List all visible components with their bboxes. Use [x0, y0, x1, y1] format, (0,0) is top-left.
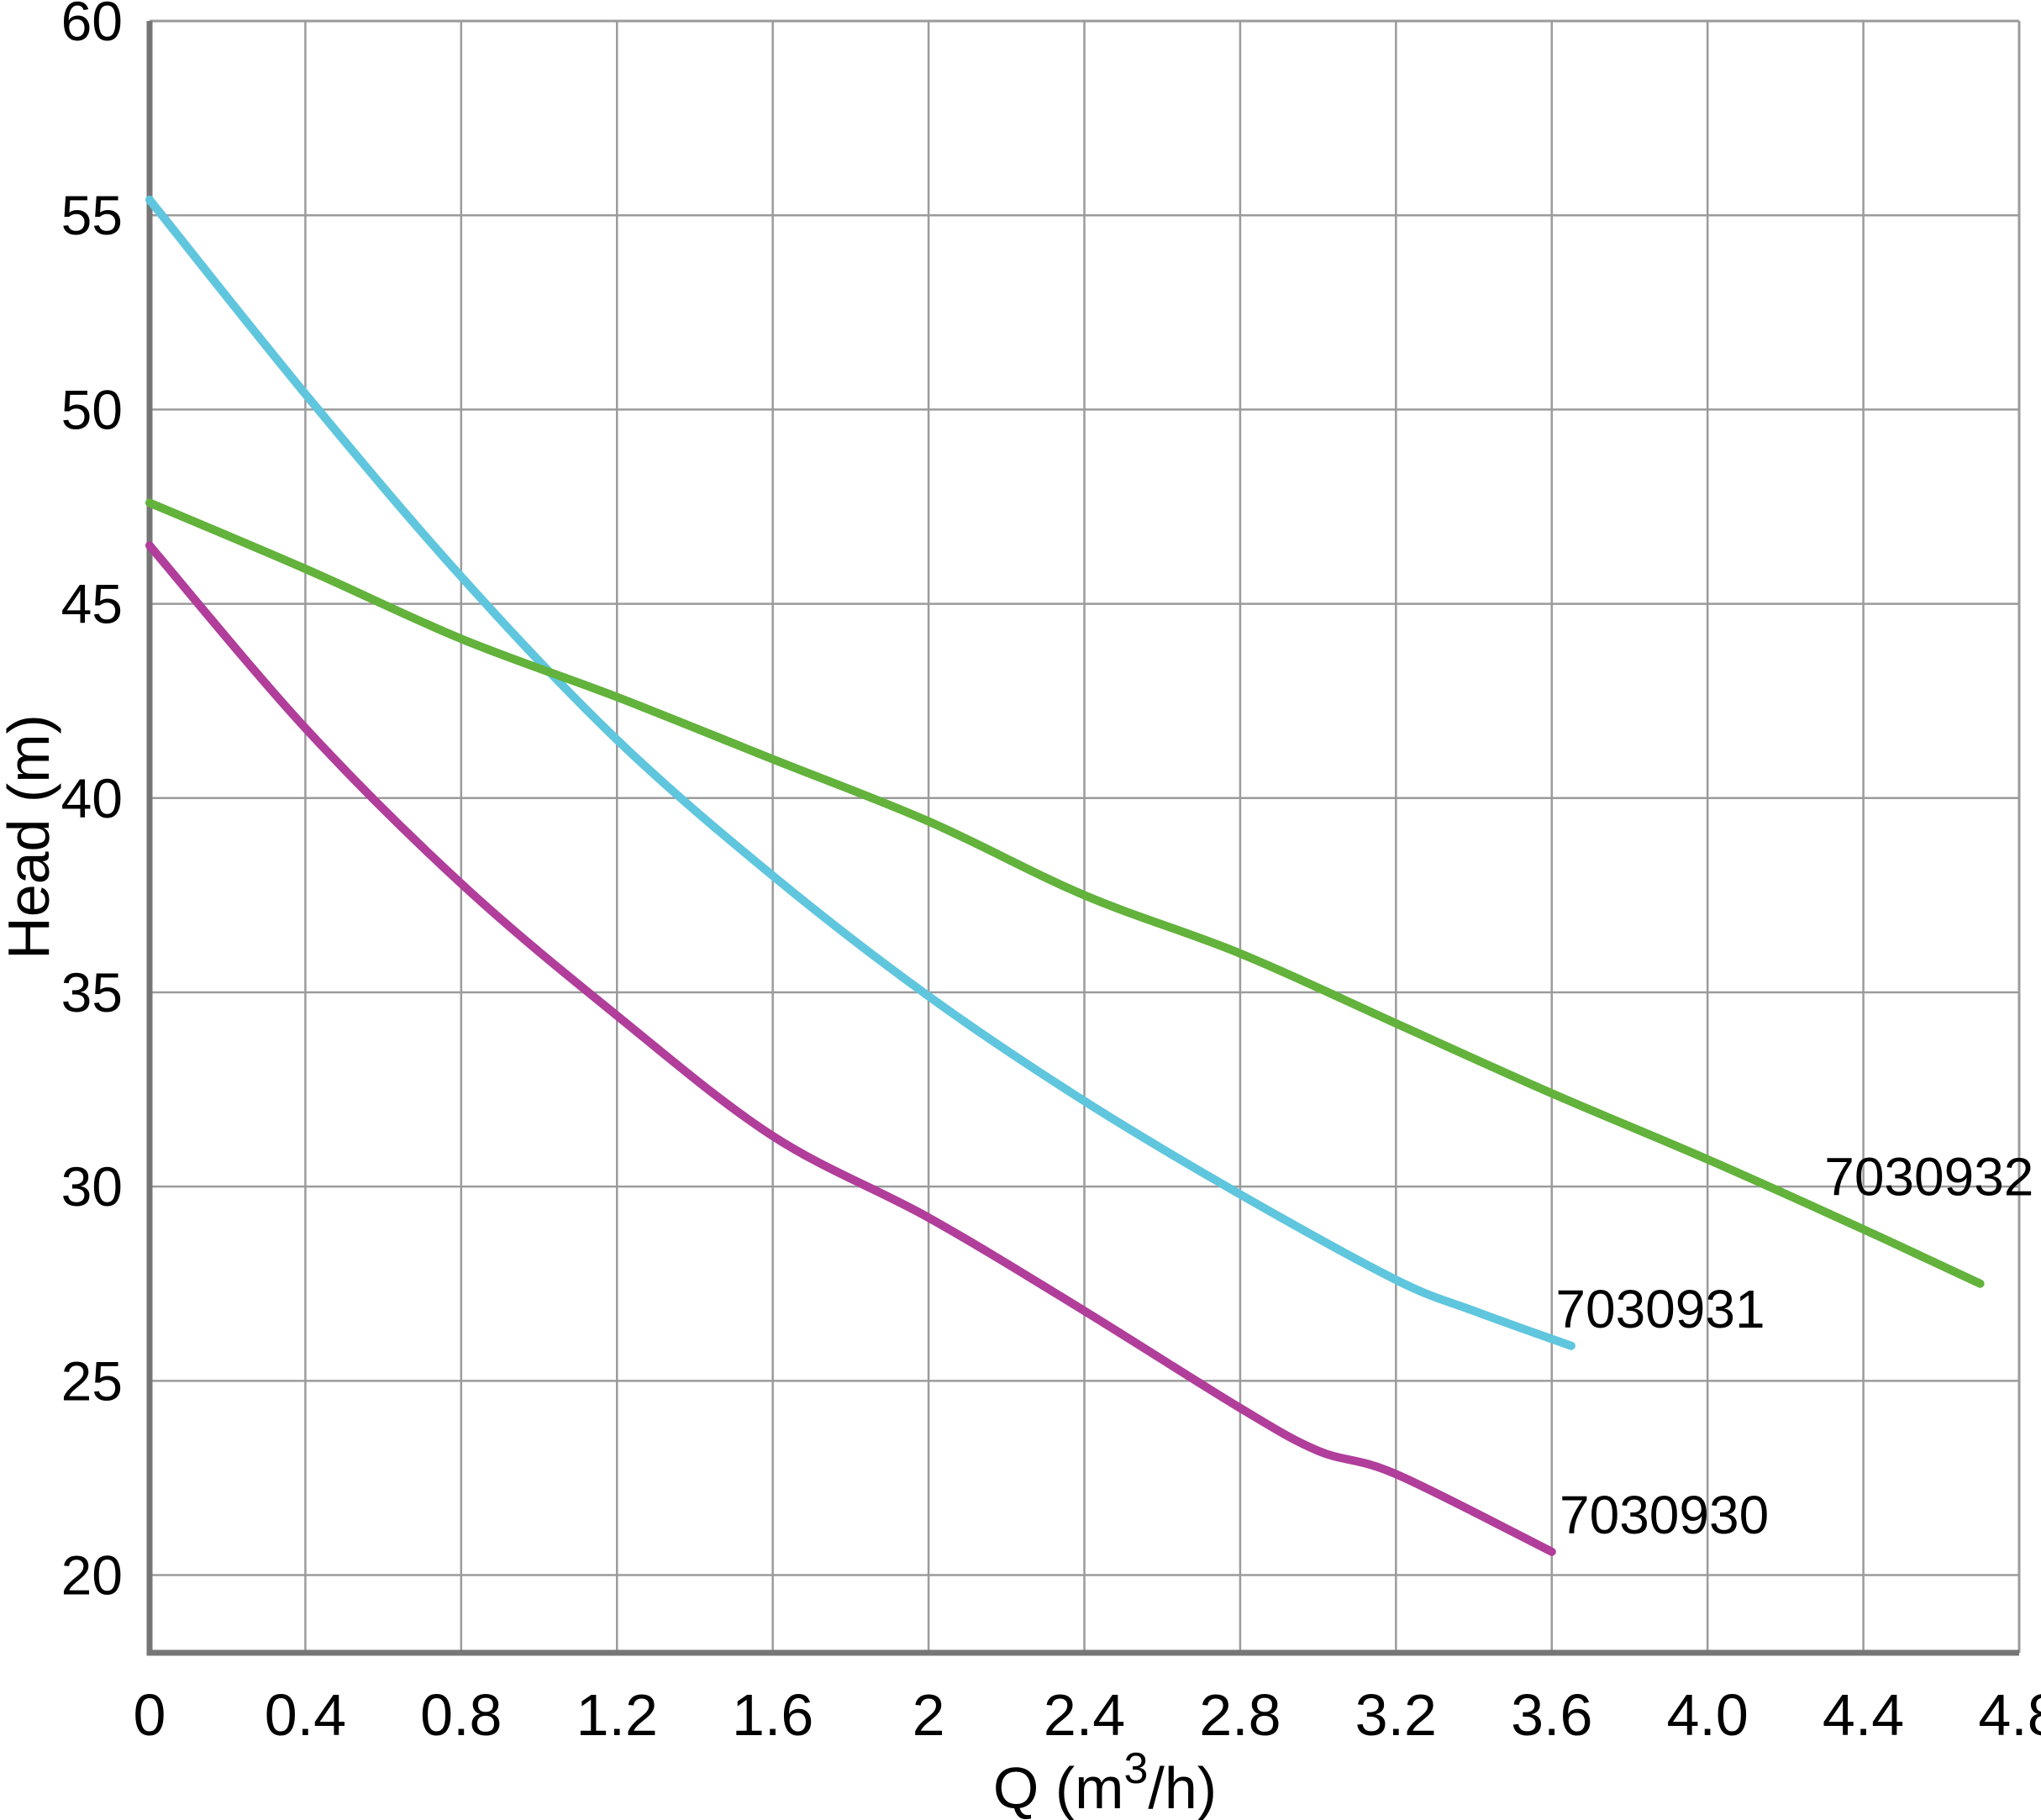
plot-border — [146, 19, 2021, 1656]
x-tick-label-4.4: 4.4 — [1823, 1682, 1904, 1748]
curve-7030930 — [145, 541, 1556, 1556]
x-tick-label-0.8: 0.8 — [420, 1682, 502, 1748]
x-axis-title: Q (m3/h) — [993, 1744, 1217, 1820]
y-tick-label-45: 45 — [61, 573, 123, 635]
x-tick-label-2.4: 2.4 — [1044, 1682, 1125, 1748]
y-tick-label-50: 50 — [61, 378, 123, 440]
y-tick-label-30: 30 — [61, 1155, 123, 1218]
x-tick-label-3.6: 3.6 — [1511, 1682, 1592, 1748]
x-tick-label-4.0: 4.0 — [1667, 1682, 1749, 1748]
curve-7030931 — [145, 195, 1575, 1350]
curve-label-7030931: 7030931 — [1555, 1279, 1765, 1339]
y-tick-label-35: 35 — [61, 961, 123, 1023]
x-tick-label-0: 0 — [134, 1682, 166, 1748]
x-tick-label-4.8: 4.8 — [1978, 1682, 2041, 1748]
curve-labels: 7030930 7030931 7030932 — [1555, 1147, 2033, 1545]
y-tick-label-20: 20 — [61, 1544, 123, 1607]
gridlines — [150, 21, 2019, 1653]
x-tick-label-0.4: 0.4 — [265, 1682, 346, 1748]
x-tick-label-3.2: 3.2 — [1355, 1682, 1437, 1748]
curves — [145, 195, 1985, 1556]
curve-label-7030932: 7030932 — [1824, 1147, 2033, 1207]
y-axis-title: Head (m) — [0, 714, 61, 960]
y-axis-tick-labels: 60 55 50 45 40 35 30 25 20 — [61, 0, 123, 1607]
x-tick-label-2: 2 — [913, 1682, 945, 1748]
curve-label-7030930: 7030930 — [1560, 1485, 1769, 1545]
y-tick-label-25: 25 — [61, 1349, 123, 1412]
x-axis-tick-labels: 0 0.4 0.8 1.2 1.6 2 2.4 2.8 3.2 3.6 4.0 4.4 4.8 — [134, 1682, 2041, 1748]
y-tick-label-60: 60 — [61, 0, 123, 52]
x-tick-label-2.8: 2.8 — [1199, 1682, 1281, 1748]
x-tick-label-1.6: 1.6 — [732, 1682, 813, 1748]
y-tick-label-40: 40 — [61, 767, 123, 829]
y-tick-label-55: 55 — [61, 184, 123, 246]
x-tick-label-1.2: 1.2 — [576, 1682, 658, 1748]
curve-7030932 — [145, 498, 1985, 1288]
